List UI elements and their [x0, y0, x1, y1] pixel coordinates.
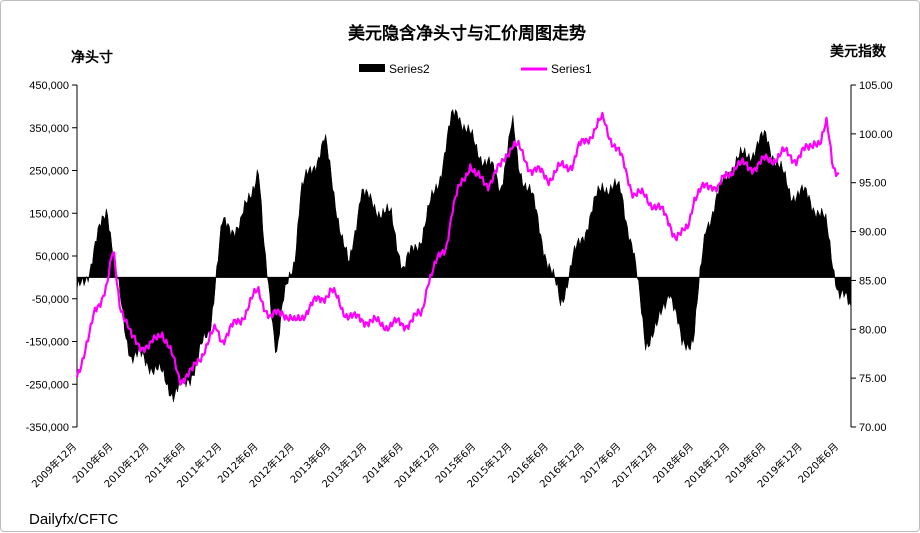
chart-title: 美元隐含净头寸与汇价周图走势: [348, 23, 586, 44]
series1-line: [75, 111, 840, 386]
left-tick-label: 450,000: [29, 80, 69, 92]
x-tick-label: 2009年12月: [29, 440, 79, 490]
right-axis-title: 美元指数: [830, 43, 887, 60]
right-tick-label: 80.00: [859, 324, 887, 336]
right-tick-label: 90.00: [859, 227, 887, 239]
left-tick-label: -50,000: [32, 294, 69, 306]
legend-series2-label: Series2: [389, 62, 430, 76]
right-axis-ticks: 105.00 100.00 95.00 90.00 85.00 80.00 75.00 70.…: [851, 80, 893, 434]
left-tick-label: -350,000: [26, 422, 69, 434]
left-tick-label: -150,000: [26, 337, 69, 349]
series2-area: [76, 108, 852, 403]
left-axis-title: 净头寸: [71, 49, 113, 66]
right-tick-label: 85.00: [859, 275, 887, 287]
left-tick-label: 250,000: [29, 166, 69, 178]
left-tick-label: 150,000: [29, 208, 69, 220]
right-tick-label: 105.00: [859, 80, 893, 92]
legend: Series2 Series1: [359, 62, 592, 76]
left-axis-ticks: 450,000 350,000 250,000 150,000 50,000 -50,00…: [26, 80, 77, 434]
right-tick-label: 70.00: [859, 422, 887, 434]
left-tick-label: 50,000: [35, 251, 69, 263]
left-tick-label: -250,000: [26, 379, 69, 391]
plot-area: [75, 85, 852, 427]
right-tick-label: 100.00: [859, 129, 893, 141]
source-label: Dailyfx/CFTC: [29, 511, 118, 528]
right-tick-label: 95.00: [859, 178, 887, 190]
right-tick-label: 75.00: [859, 373, 887, 385]
left-tick-label: 350,000: [29, 123, 69, 135]
x-axis-ticks: 2009年12月2010年6月2010年12月2011年6月2011年12月20…: [29, 440, 841, 490]
legend-series2-swatch: [359, 64, 385, 72]
legend-series1-label: Series1: [551, 62, 592, 76]
